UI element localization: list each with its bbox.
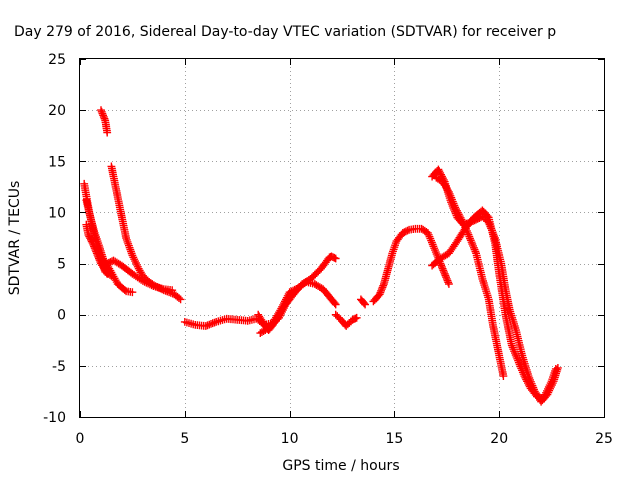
data-point-marker: [551, 365, 560, 373]
data-point-marker: [103, 128, 112, 137]
data-point-marker: [360, 299, 368, 308]
data-point-marker: [168, 286, 177, 295]
tick-labels: 0 5 10 15 20 25 -10 -5 0 5 10 15 20 25: [43, 52, 613, 447]
y-tick-label: 15: [48, 154, 66, 170]
data-point-marker: [445, 280, 453, 288]
y-tick-label: 5: [57, 257, 66, 273]
x-axis-label: GPS time / hours: [282, 458, 399, 474]
x-tick-label: 20: [490, 431, 508, 447]
x-tick-label: 0: [76, 431, 85, 447]
data-point-marker: [176, 295, 185, 304]
x-tick-label: 5: [180, 431, 189, 447]
y-tick-label: 10: [48, 205, 66, 221]
y-tick-label: 25: [48, 52, 66, 68]
y-axis-label: SDTVAR / TECUs: [7, 181, 23, 296]
chart-title: Day 279 of 2016, Sidereal Day-to-day VTE…: [14, 24, 556, 40]
data-point-marker: [292, 286, 301, 295]
y-tick-label: 0: [57, 308, 66, 324]
data-series: [80, 106, 562, 406]
data-point-marker: [352, 313, 361, 322]
data-point-marker: [331, 300, 340, 309]
data-point-marker: [294, 285, 302, 293]
data-point-marker: [330, 299, 339, 308]
x-tick-label: 15: [385, 431, 403, 447]
data-point-marker: [128, 288, 137, 297]
x-tick-label: 25: [595, 431, 613, 447]
data-point-marker: [311, 270, 319, 279]
data-point-marker: [331, 254, 340, 263]
axis-ticks: [80, 59, 605, 418]
y-tick-label: -5: [52, 359, 66, 375]
y-tick-label: -10: [43, 410, 66, 426]
x-tick-label: 10: [281, 431, 299, 447]
data-point-marker: [361, 300, 369, 309]
data-point-marker: [499, 372, 508, 380]
plot-frame: [79, 58, 605, 418]
y-tick-label: 20: [48, 103, 66, 119]
